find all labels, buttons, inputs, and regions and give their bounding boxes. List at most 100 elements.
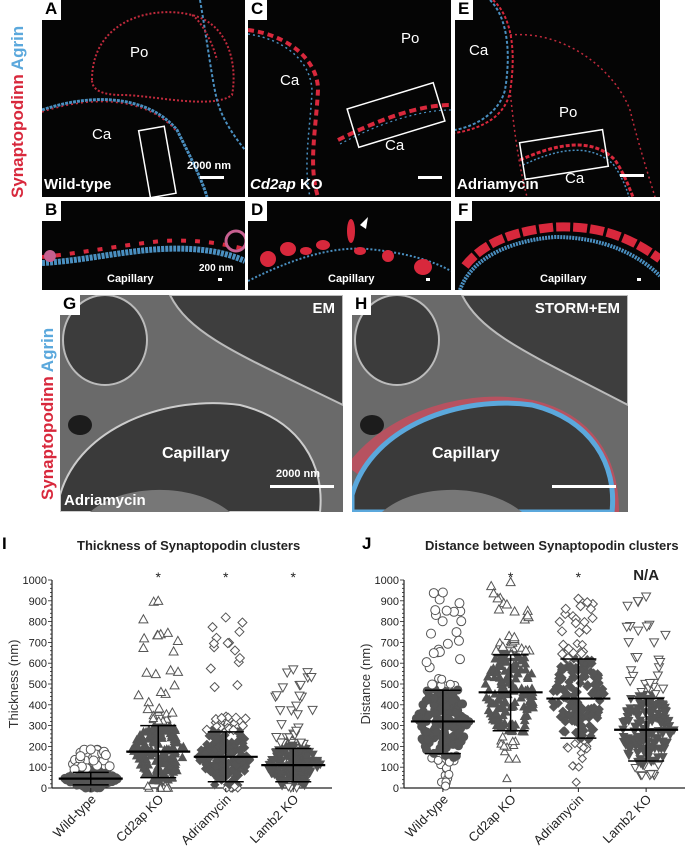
- x-tick-label: Lamb2 KO: [247, 792, 302, 847]
- em-mode-label: EM: [312, 300, 336, 317]
- y-tick-label: 100: [29, 762, 47, 774]
- panel-d-image: D Capillary: [248, 201, 451, 290]
- y-tick-label: 200: [381, 741, 399, 753]
- y-tick-label: 700: [29, 637, 47, 649]
- capillary-label: Ca: [565, 170, 585, 187]
- storm-em-mode-label: STORM+EM: [534, 300, 620, 317]
- panel-d-micrograph: [248, 217, 451, 282]
- scale-bar-label: 2000 nm: [187, 160, 232, 172]
- capillary-label: Capillary: [107, 273, 154, 285]
- panel-a-image: A Po Ca Wild-type 2000 nm: [42, 0, 245, 197]
- panel-a-letter: A: [42, 0, 62, 20]
- scale-bar: [200, 176, 224, 179]
- y-axis-label: Thickness (nm): [6, 640, 21, 729]
- podocyte-label: Po: [559, 104, 578, 121]
- significance-marker: *: [508, 569, 514, 585]
- y-tick-label: 200: [29, 741, 47, 753]
- y-tick-label: 800: [381, 617, 399, 629]
- panel-f-letter: F: [455, 201, 473, 221]
- scale-bar: [418, 176, 442, 179]
- y-axis-label: Distance (nm): [358, 644, 373, 725]
- panel-b-letter: B: [42, 201, 62, 221]
- chart-j-title: Distance between Synaptopodin clusters: [425, 538, 679, 553]
- x-tick-label: Wild-type: [50, 792, 99, 841]
- panel-e-letter: E: [455, 0, 474, 20]
- y-tick-label: 400: [381, 700, 399, 712]
- y-tick-label: 300: [29, 721, 47, 733]
- capillary-label: Ca: [92, 126, 112, 143]
- y-tick-label: 900: [381, 596, 399, 608]
- chart-i-plot: 0 100 200 300 400 500 600 700 800 900 1000 Thicknes…: [6, 569, 332, 848]
- x-tick-label: Cd2ap KO: [465, 792, 519, 846]
- panel-h-storm-em-micrograph: [352, 295, 628, 512]
- synaptopodin-label: Synaptopodinn: [8, 74, 27, 198]
- gene-name: Cd2ap: [250, 176, 296, 193]
- panel-b-micrograph: [42, 229, 245, 266]
- channel-legend-top: Synaptopodinn Agrin: [8, 26, 28, 198]
- capillary-label: Ca: [385, 137, 405, 154]
- panel-g-letter: G: [60, 295, 81, 315]
- capillary-label: Capillary: [540, 273, 587, 285]
- condition-label: Adriamycin: [64, 492, 146, 509]
- panel-i-letter: I: [2, 534, 7, 553]
- group-lamb2-ko: N/A Lamb2 KO: [600, 567, 679, 847]
- y-tick-label: 0: [393, 783, 399, 795]
- panel-c-image: C Po Ca Ca Cd2ap KO: [248, 0, 451, 197]
- scale-bar: [637, 278, 641, 281]
- capillary-label: Capillary: [328, 273, 375, 285]
- panel-g-em-micrograph: [60, 295, 343, 512]
- scale-bar-label: 200 nm: [199, 263, 234, 274]
- x-tick-label: Adriamycin: [530, 792, 586, 848]
- y-tick-label: 0: [41, 783, 47, 795]
- panel-f-micrograph: [458, 222, 660, 290]
- group-wild-type: Wild-type: [402, 587, 475, 841]
- y-tick-label: 1000: [23, 575, 47, 587]
- group-wild-type: Wild-type: [50, 744, 123, 841]
- panel-e-image: E Ca Po Ca Adriamycin: [455, 0, 660, 197]
- group-adriamycin: * Adriamycin: [178, 569, 258, 848]
- y-tick-label: 500: [381, 679, 399, 691]
- y-tick-label: 800: [29, 617, 47, 629]
- agrin-label: Agrin: [38, 327, 57, 373]
- group-cd2ap-ko: * Cd2ap KO: [465, 569, 543, 846]
- x-tick-label: Adriamycin: [178, 792, 234, 848]
- y-axis: 0 100 200 300 400 500 600 700 800 900 1000 Distance…: [358, 575, 685, 795]
- y-tick-label: 500: [29, 679, 47, 691]
- panel-h-letter: H: [352, 295, 372, 315]
- y-tick-label: 1000: [375, 575, 399, 587]
- chart-j-plot: 0 100 200 300 400 500 600 700 800 900 1000 Distance…: [358, 567, 685, 848]
- condition-label: Wild-type: [44, 176, 112, 193]
- panel-f-image: F Capillary: [455, 201, 660, 290]
- panel-c-micrograph: [248, 28, 451, 197]
- y-tick-label: 300: [381, 721, 399, 733]
- panel-a-micrograph: [42, 0, 245, 197]
- panel-g-image: G EM Capillary Adriamycin 2000 nm: [60, 295, 343, 512]
- y-tick-label: 700: [381, 637, 399, 649]
- scale-bar: [270, 485, 334, 488]
- x-tick-label: Wild-type: [402, 792, 451, 841]
- significance-marker: *: [576, 569, 582, 585]
- capillary-label: Ca: [469, 42, 489, 59]
- panel-c-letter: C: [248, 0, 268, 20]
- panel-b-image: B Capillary 200 nm: [42, 201, 245, 290]
- podocyte-label: Po: [401, 30, 420, 47]
- significance-marker: *: [291, 569, 297, 585]
- y-tick-label: 100: [381, 762, 399, 774]
- panel-d-letter: D: [248, 201, 268, 221]
- condition-label: Adriamycin: [457, 176, 539, 193]
- y-tick-label: 900: [29, 596, 47, 608]
- x-tick-label: Lamb2 KO: [600, 792, 655, 847]
- y-tick-label: 600: [29, 658, 47, 670]
- significance-marker: N/A: [633, 567, 659, 584]
- significance-marker: *: [156, 569, 162, 585]
- synaptopodin-label: Synaptopodinn: [38, 376, 57, 500]
- panel-j-letter: J: [362, 534, 372, 553]
- y-tick-label: 400: [29, 700, 47, 712]
- condition-label: Cd2ap KO: [250, 176, 323, 193]
- capillary-label: Ca: [280, 72, 300, 89]
- group-adriamycin: * Adriamycin: [530, 569, 611, 848]
- scale-bar: [426, 278, 430, 281]
- scale-bar: [552, 485, 616, 488]
- condition-suffix: KO: [295, 176, 323, 193]
- capillary-label: Capillary: [162, 445, 230, 462]
